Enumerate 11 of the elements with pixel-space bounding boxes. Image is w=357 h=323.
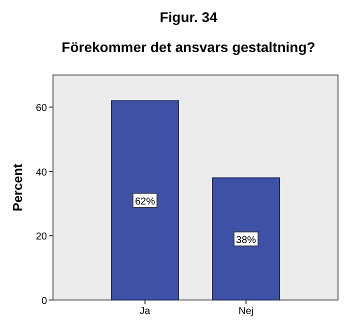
- data-label: 62%: [134, 196, 156, 208]
- y-tick-label: 60: [36, 103, 48, 114]
- x-tick-label: Ja: [140, 306, 151, 317]
- chart-subtitle: Förekommer det ansvars gestaltning?: [62, 39, 316, 55]
- x-tick-label: Nej: [238, 306, 254, 317]
- chart-title: Figur. 34: [160, 9, 218, 25]
- y-tick-label: 0: [41, 296, 48, 307]
- y-axis-title: Percent: [10, 162, 25, 212]
- y-tick-label: 20: [36, 232, 48, 243]
- y-tick-label: 40: [36, 167, 48, 178]
- data-label: 38%: [236, 234, 256, 246]
